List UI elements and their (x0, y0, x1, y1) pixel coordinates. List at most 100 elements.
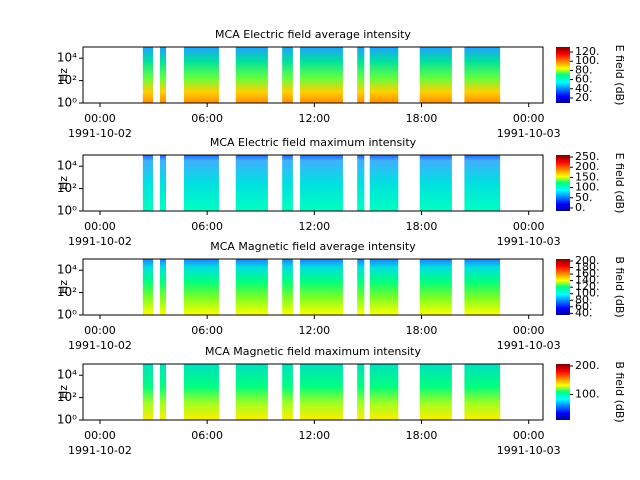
x-date-label: 1991-10-02 (68, 444, 132, 457)
data-segment (464, 155, 501, 211)
y-tick-label: 10⁴ (57, 368, 77, 382)
colorbar-tick-label: 100. (575, 54, 600, 67)
data-segment (300, 47, 343, 103)
y-tick-label: 10⁰ (57, 413, 77, 427)
plot-frame (82, 154, 544, 212)
data-segment (142, 155, 154, 211)
data-segment (419, 47, 452, 103)
data-segment (282, 155, 293, 211)
colorbar-tick-label: 100. (575, 181, 600, 194)
colorbar-tick-label: 150. (575, 170, 600, 183)
data-segment (369, 155, 399, 211)
data-segment (235, 47, 268, 103)
colorbar-tick-label: 200. (575, 359, 600, 372)
x-date-label: 1991-10-02 (68, 235, 132, 248)
panel-title: MCA Electric field maximum intensity (210, 136, 417, 149)
colorbar-tick-label: 100. (575, 287, 600, 300)
data-segment (142, 47, 154, 103)
x-date-label: 1991-10-02 (68, 339, 132, 352)
x-tick-label: 12:00 (298, 429, 330, 442)
colorbar-tick-label: 50. (575, 191, 593, 204)
y-tick-label: 10² (57, 390, 77, 404)
y-axis-label: Hz (57, 176, 70, 190)
colorbar-tick-label: 180. (575, 261, 600, 274)
data-segment (159, 47, 167, 103)
data-segment (369, 47, 399, 103)
colorbar-label: B field (dB) (613, 361, 626, 422)
colorbar-tick-label: 120. (575, 45, 600, 58)
colorbar-tick-label: 250. (575, 150, 600, 163)
colorbar-label: B field (dB) (613, 256, 626, 317)
colorbar-tick-label: 100. (575, 387, 600, 400)
x-tick-label: 18:00 (406, 429, 438, 442)
data-segment (419, 364, 452, 420)
x-tick-label: 18:00 (406, 112, 438, 125)
colorbar-label: E field (dB) (613, 153, 626, 214)
x-tick-label: 06:00 (191, 112, 223, 125)
colorbar (556, 155, 570, 211)
data-segment (183, 155, 219, 211)
y-tick-label: 10² (57, 181, 77, 195)
data-segment (419, 155, 452, 211)
y-tick-label: 10⁰ (57, 96, 77, 110)
x-tick-label: 00:00 (84, 112, 116, 125)
colorbar-tick-label: 60. (575, 300, 593, 313)
data-segment (369, 364, 399, 420)
y-axis-label: Hz (57, 68, 70, 82)
x-date-label: 1991-10-03 (497, 339, 561, 352)
data-segment (282, 259, 293, 315)
data-segment (464, 259, 501, 315)
data-segment (183, 47, 219, 103)
x-date-label: 1991-10-03 (497, 127, 561, 140)
colorbar-tick-label: 80. (575, 63, 593, 76)
data-segment (159, 155, 167, 211)
colorbar-tick-label: 120. (575, 280, 600, 293)
x-tick-label: 12:00 (298, 112, 330, 125)
y-tick-label: 10² (57, 285, 77, 299)
y-axis-label: Hz (57, 280, 70, 294)
x-tick-label: 00:00 (513, 324, 545, 337)
colorbar (556, 47, 570, 103)
x-tick-label: 00:00 (84, 429, 116, 442)
panel-title: MCA Magnetic field average intensity (210, 240, 416, 253)
data-segment (369, 259, 399, 315)
x-tick-label: 12:00 (298, 324, 330, 337)
data-segment (357, 155, 365, 211)
colorbar-tick-label: 40. (575, 82, 593, 95)
colorbar-tick-label: 80. (575, 293, 593, 306)
x-tick-label: 00:00 (513, 112, 545, 125)
colorbar-tick-label: 60. (575, 73, 593, 86)
colorbar-tick-label: 40. (575, 306, 593, 319)
x-tick-label: 06:00 (191, 324, 223, 337)
colorbar-tick-label: 200. (575, 254, 600, 267)
data-segment (183, 259, 219, 315)
x-tick-label: 18:00 (406, 220, 438, 233)
x-tick-label: 00:00 (84, 220, 116, 233)
x-tick-label: 06:00 (191, 429, 223, 442)
y-tick-label: 10⁰ (57, 204, 77, 218)
data-segment (357, 47, 365, 103)
data-segment (300, 259, 343, 315)
x-date-label: 1991-10-02 (68, 127, 132, 140)
colorbar-tick-label: 0. (575, 201, 586, 214)
data-segment (282, 364, 293, 420)
x-tick-label: 00:00 (513, 220, 545, 233)
colorbar (556, 364, 570, 420)
y-tick-label: 10⁰ (57, 308, 77, 322)
data-segment (142, 259, 154, 315)
x-tick-label: 18:00 (406, 324, 438, 337)
data-segment (142, 364, 154, 420)
x-tick-label: 00:00 (513, 429, 545, 442)
data-segment (300, 364, 343, 420)
colorbar-tick-label: 20. (575, 91, 593, 104)
y-tick-label: 10⁴ (57, 159, 77, 173)
data-segment (419, 259, 452, 315)
y-tick-label: 10⁴ (57, 51, 77, 65)
data-segment (235, 155, 268, 211)
colorbar-tick-label: 200. (575, 160, 600, 173)
colorbar-tick-label: 160. (575, 267, 600, 280)
x-tick-label: 12:00 (298, 220, 330, 233)
data-segment (464, 364, 501, 420)
x-date-label: 1991-10-03 (497, 235, 561, 248)
